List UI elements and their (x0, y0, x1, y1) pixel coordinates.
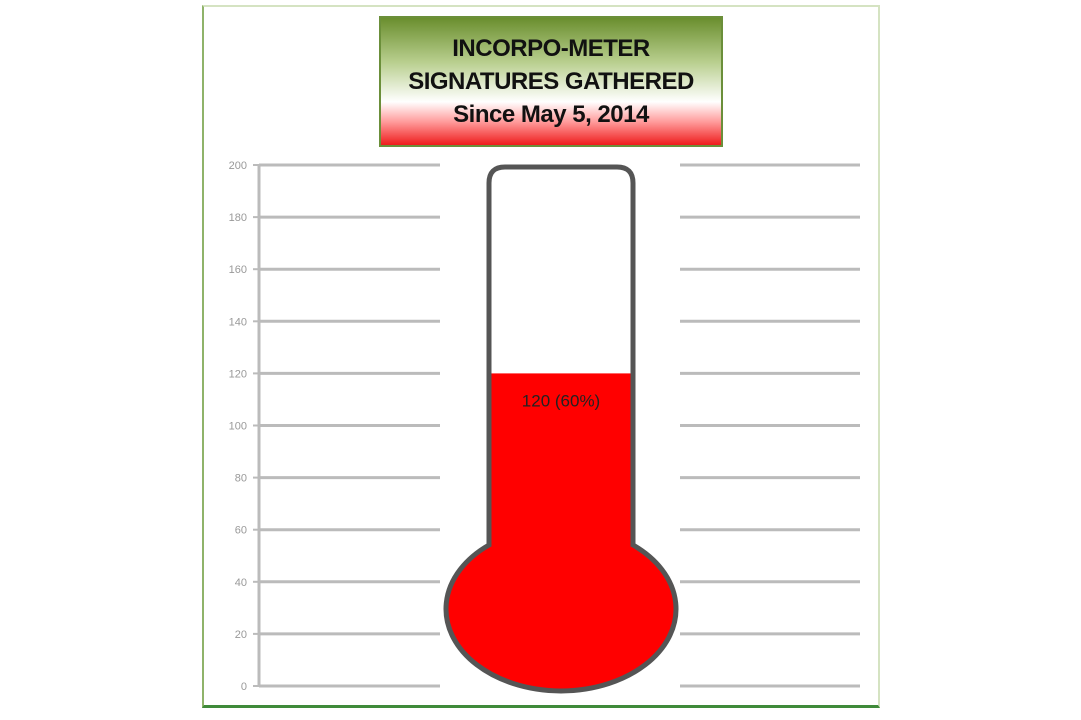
y-tick-label: 180 (229, 212, 247, 224)
y-tick-label: 80 (235, 473, 247, 485)
y-tick-label: 120 (229, 368, 247, 380)
title-line-2: SIGNATURES GATHERED (408, 68, 694, 95)
y-tick-label: 100 (229, 421, 247, 433)
thermometer-outline (443, 164, 679, 694)
y-tick-label: 20 (235, 629, 247, 641)
data-label: 120 (60%) (522, 391, 600, 410)
y-tick-label: 160 (229, 264, 247, 276)
chart-title: INCORPO-METER SIGNATURES GATHERED Since … (379, 16, 723, 147)
y-tick-label: 60 (235, 525, 247, 537)
y-tick-label: 0 (241, 681, 247, 693)
y-tick-label: 140 (229, 316, 247, 328)
title-line-1: INCORPO-METER (452, 35, 650, 62)
thermometer-fill (446, 373, 676, 691)
title-line-3: Since May 5, 2014 (453, 101, 649, 128)
y-tick-label: 40 (235, 577, 247, 589)
chart-frame (202, 5, 880, 708)
y-tick-label: 200 (229, 160, 247, 172)
